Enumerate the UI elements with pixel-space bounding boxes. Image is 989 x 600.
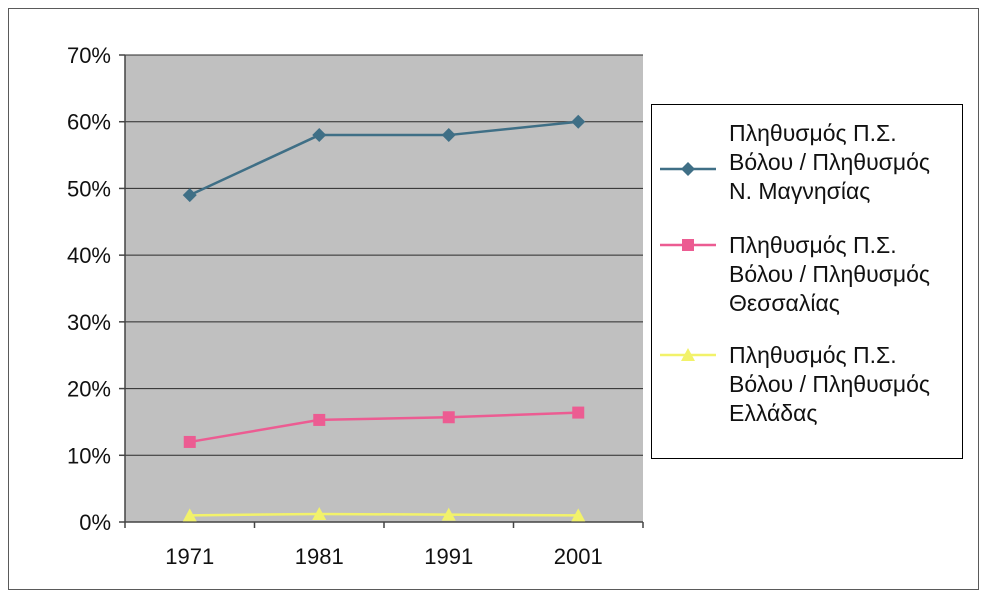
- legend-label-thessaly: Πληθυσμός Π.Σ. Βόλου / Πληθυσμός Θεσσαλί…: [729, 232, 930, 316]
- legend: Πληθυσμός Π.Σ. Βόλου / Πληθυσμός Ν. Μαγν…: [651, 104, 963, 459]
- data-point: [572, 406, 585, 419]
- plot-area: [125, 55, 643, 522]
- data-point: [313, 413, 326, 426]
- data-point: [441, 128, 456, 143]
- y-tick-label: 20%: [67, 377, 111, 402]
- x-tick-label: 1991: [424, 544, 473, 569]
- series-2: [182, 506, 586, 522]
- data-point: [183, 435, 196, 448]
- y-tick-label: 10%: [67, 443, 111, 468]
- y-tick-label: 0%: [79, 510, 111, 535]
- data-point: [441, 507, 456, 521]
- legend-label-magnesia: Πληθυσμός Π.Σ. Βόλου / Πληθυσμός Ν. Μαγν…: [729, 120, 930, 204]
- y-tick-label: 30%: [67, 310, 111, 335]
- data-point: [312, 128, 327, 143]
- legend-label-greece: Πληθυσμός Π.Σ. Βόλου / Πληθυσμός Ελλάδας: [729, 342, 930, 426]
- series-0: [182, 114, 586, 203]
- data-point: [312, 506, 327, 520]
- y-tick-label: 50%: [67, 176, 111, 201]
- data-point: [571, 114, 586, 129]
- y-tick-label: 60%: [67, 110, 111, 135]
- series-line: [189, 411, 579, 444]
- y-tick-label: 40%: [67, 243, 111, 268]
- y-axis-ticks: 0% 10% 20% 30% 40% 50% 60% 70%: [67, 43, 125, 535]
- series-1: [183, 406, 585, 448]
- data-point: [442, 411, 455, 424]
- data-point: [182, 508, 197, 522]
- legend-key-square-icon: [660, 239, 716, 251]
- series-line: [189, 512, 579, 517]
- x-tick-label: 1981: [295, 544, 344, 569]
- gridlines: [125, 54, 643, 456]
- legend-key-triangle-icon: [660, 348, 716, 361]
- x-axis-ticks: 1971 1981 1991 2001: [124, 522, 644, 569]
- x-tick-label: 1971: [165, 544, 214, 569]
- data-point: [182, 188, 197, 203]
- legend-key-diamond-icon: [660, 162, 716, 176]
- series-line: [189, 120, 579, 197]
- data-point: [571, 508, 586, 522]
- series-layer: [182, 114, 586, 522]
- x-tick-label: 2001: [554, 544, 603, 569]
- y-tick-label: 70%: [67, 43, 111, 68]
